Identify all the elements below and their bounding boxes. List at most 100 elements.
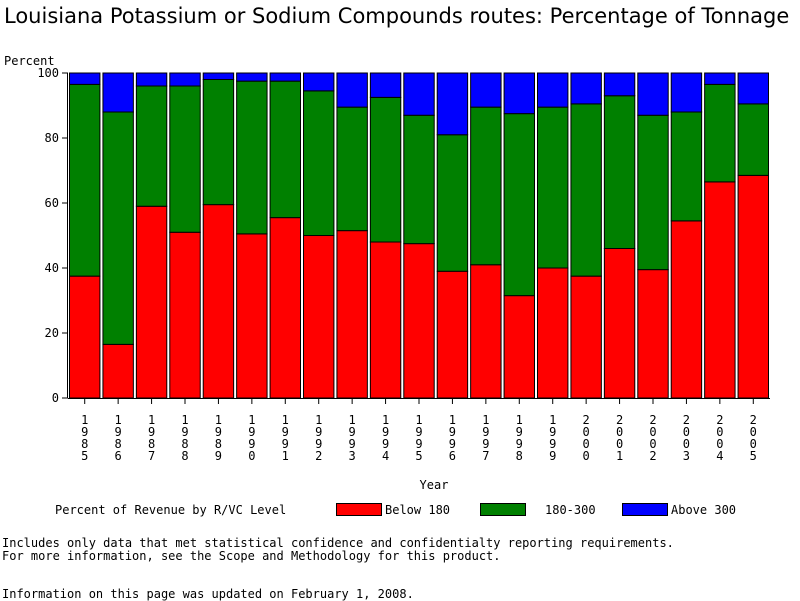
bar-2000-180-300 xyxy=(570,103,602,277)
bar-1998-above-300 xyxy=(503,72,536,115)
bar-1996-below-180 xyxy=(436,270,469,399)
bar-1985-below-180 xyxy=(69,275,101,399)
bar-1993-below-180 xyxy=(336,230,368,399)
bar-1997-above-300 xyxy=(470,72,502,108)
bar-1990-below-180 xyxy=(236,233,268,399)
bar-2004-above-300 xyxy=(704,72,736,85)
bar-1998-below-180 xyxy=(503,295,536,399)
bar-1999-below-180 xyxy=(537,267,569,399)
bar-2005-above-300 xyxy=(737,72,770,105)
legend-swatch-below-180 xyxy=(336,503,382,516)
bar-1996-above-300 xyxy=(436,72,469,136)
bar-2004-180-300 xyxy=(704,83,736,183)
bar-1986-below-180 xyxy=(102,343,134,399)
bar-1987-below-180 xyxy=(135,205,168,399)
bar-2002-below-180 xyxy=(637,269,669,399)
bar-1993-above-300 xyxy=(336,72,368,108)
bar-2000-below-180 xyxy=(570,275,602,399)
bar-2002-above-300 xyxy=(637,72,669,116)
footnote-line-2: For more information, see the Scope and … xyxy=(2,549,501,563)
legend-title: Percent of Revenue by R/VC Level xyxy=(55,503,287,517)
bar-1994-below-180 xyxy=(369,241,402,399)
bar-1990-above-300 xyxy=(236,72,268,82)
bar-1993-180-300 xyxy=(336,106,368,232)
bar-1994-above-300 xyxy=(369,72,402,98)
bar-1992-above-300 xyxy=(303,72,335,92)
bar-2001-below-180 xyxy=(603,248,636,399)
x-axis: 1 9 8 5 1 9 8 6 1 9 8 7 1 9 8 8 1 9 8 9 1 9 9 0 1 9 9 1 1 9 9 2 1 9 9 3 1 9 9 4… xyxy=(68,398,770,463)
bar-2004-below-180 xyxy=(704,181,736,399)
bar-1989-below-180 xyxy=(202,204,235,399)
legend-label-below-180: Below 180 xyxy=(385,503,451,517)
legend: Percent of Revenue by R/VC Level Below 1… xyxy=(0,503,800,519)
bar-1991-above-300 xyxy=(269,72,302,82)
bar-2003-180-300 xyxy=(670,111,703,222)
bar-2003-below-180 xyxy=(670,220,703,399)
bar-1985-above-300 xyxy=(69,72,101,85)
bar-1995-above-300 xyxy=(403,72,435,116)
y-tick-label-60: 60 xyxy=(45,196,59,210)
bar-1986-above-300 xyxy=(102,72,134,113)
y-axis-label: Percent xyxy=(4,54,55,68)
bar-1994-180-300 xyxy=(369,96,402,243)
bar-2003-above-300 xyxy=(670,72,703,113)
y-tick-label-40: 40 xyxy=(45,261,59,275)
bar-2002-180-300 xyxy=(637,114,669,271)
bar-1995-below-180 xyxy=(403,243,435,399)
bar-1996-180-300 xyxy=(436,134,469,272)
y-tick-label-80: 80 xyxy=(45,131,59,145)
bar-1990-180-300 xyxy=(236,80,268,235)
bar-2005-below-180 xyxy=(737,174,770,399)
bar-1988-above-300 xyxy=(169,72,201,87)
bar-2005-180-300 xyxy=(737,103,770,176)
bar-1989-180-300 xyxy=(202,79,235,206)
bars-group xyxy=(69,72,770,399)
bar-1987-above-300 xyxy=(135,72,168,87)
legend-swatch-180-300 xyxy=(480,503,526,516)
bar-1985-180-300 xyxy=(69,83,101,277)
bar-2001-180-300 xyxy=(603,95,636,249)
bar-1988-180-300 xyxy=(169,85,201,233)
y-tick-label-20: 20 xyxy=(45,326,59,340)
bar-1992-180-300 xyxy=(303,90,335,237)
bar-1999-above-300 xyxy=(537,72,569,108)
bar-2000-above-300 xyxy=(570,72,602,105)
legend-label-above-300: Above 300 xyxy=(671,503,737,517)
x-axis-label: Year xyxy=(420,478,449,492)
bar-1991-below-180 xyxy=(269,217,302,399)
chart-title: Louisiana Potassium or Sodium Compounds … xyxy=(4,4,790,28)
bar-1989-above-300 xyxy=(202,72,235,80)
updated-note: Information on this page was updated on … xyxy=(2,587,414,601)
bar-1995-180-300 xyxy=(403,114,435,245)
bar-1987-180-300 xyxy=(135,85,168,207)
y-tick-label-100: 100 xyxy=(37,66,59,80)
bar-1997-180-300 xyxy=(470,106,502,266)
bar-2001-above-300 xyxy=(603,72,636,97)
bar-1998-180-300 xyxy=(503,113,536,297)
bar-1988-below-180 xyxy=(169,231,201,399)
bar-1997-below-180 xyxy=(470,264,502,399)
bar-1991-180-300 xyxy=(269,80,302,219)
legend-label-180-300: 180-300 xyxy=(545,503,596,517)
bar-1992-below-180 xyxy=(303,235,335,399)
